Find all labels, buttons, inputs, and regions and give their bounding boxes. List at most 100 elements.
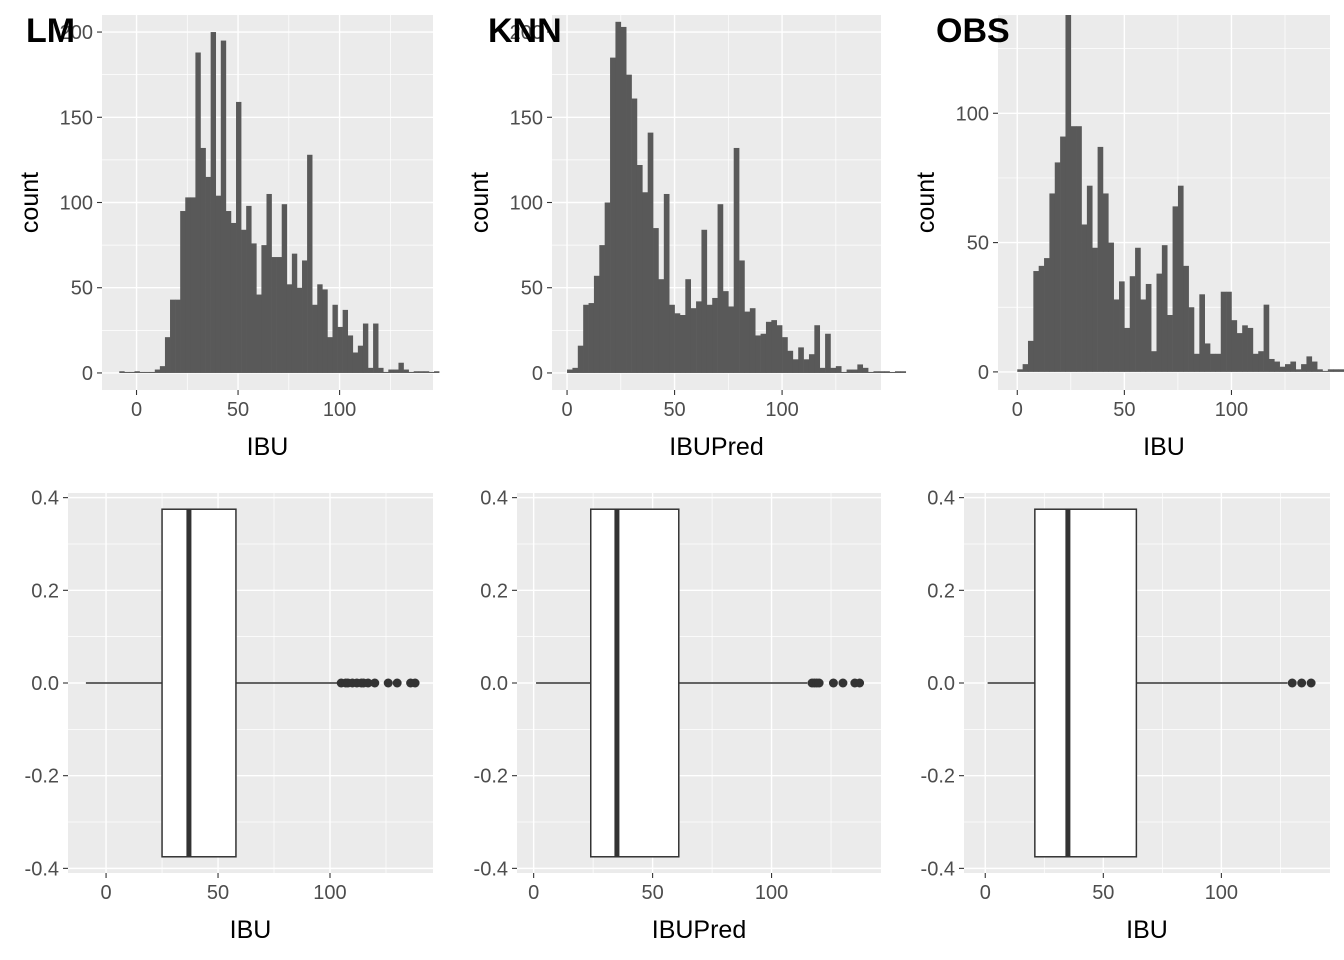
x-tick-label: 100 — [1215, 399, 1248, 421]
histogram-bar — [322, 289, 328, 373]
x-axis-title: IBU — [230, 916, 272, 944]
histogram-bar — [1311, 361, 1318, 372]
histogram-bar — [615, 21, 622, 373]
histogram-bar — [798, 347, 804, 373]
x-tick-label: 100 — [765, 399, 798, 421]
histogram-bar — [696, 301, 702, 373]
histogram-bar — [739, 260, 745, 373]
histogram-bar — [593, 275, 600, 373]
histogram-bar — [787, 350, 794, 373]
y-tick-label: 200 — [60, 22, 93, 44]
histogram-bar — [884, 371, 890, 373]
histogram-bar — [220, 40, 227, 373]
x-tick-label: 50 — [663, 399, 685, 421]
histogram-bar — [164, 337, 171, 373]
histogram-bar — [846, 369, 853, 373]
outlier-point — [1306, 678, 1316, 688]
outlier-point — [814, 678, 824, 688]
histogram-bar — [210, 32, 217, 373]
histogram-bar — [771, 320, 778, 373]
histogram-bar — [1301, 364, 1307, 372]
histogram-bar — [577, 345, 584, 373]
histogram-bar — [830, 367, 837, 373]
y-tick-label: 50 — [71, 278, 93, 300]
histogram-bar — [1172, 206, 1179, 372]
histogram-bar — [261, 245, 267, 373]
histogram-bar — [744, 311, 751, 373]
x-tick-label: 50 — [1092, 882, 1114, 904]
histogram-bar — [388, 369, 394, 373]
histogram-bar — [291, 253, 298, 373]
histogram-bar — [900, 371, 907, 373]
histogram-bar — [159, 366, 166, 373]
histogram-bar — [271, 257, 277, 373]
histogram-bar — [1226, 291, 1232, 372]
histogram-bar — [246, 205, 252, 373]
histogram-bar — [690, 308, 697, 373]
histogram-bar — [706, 304, 713, 373]
histogram-bar — [281, 204, 288, 373]
box — [161, 508, 237, 858]
histogram-bar — [588, 303, 595, 373]
y-tick-label: -0.4 — [474, 858, 508, 880]
histogram-bar — [215, 195, 222, 373]
histogram-bar — [819, 367, 826, 373]
panel-6: 0 50 100 0.4 0.2 0.0 -0.2 -0.4 IBU — [921, 488, 1330, 944]
histogram-bar — [722, 291, 729, 373]
histogram-bar — [1156, 273, 1163, 372]
y-tick-label: 0 — [978, 362, 989, 384]
y-tick-label: 0.2 — [480, 580, 508, 602]
x-tick-label: 100 — [323, 399, 356, 421]
histogram-bar — [1076, 126, 1082, 372]
histogram-bar — [362, 323, 369, 373]
x-tick-label: 50 — [227, 399, 249, 421]
histogram-bar — [251, 243, 257, 373]
histogram-bar — [1124, 327, 1131, 372]
x-tick-label: 100 — [1205, 882, 1238, 904]
y-tick-label: 0 — [532, 363, 543, 385]
histogram-bar — [190, 197, 196, 373]
histogram-bar — [307, 154, 313, 373]
histogram-bar — [1070, 126, 1077, 372]
histogram-bar — [170, 299, 176, 373]
histogram-bar — [835, 366, 842, 373]
panel-4: 0 50 100 0.4 0.2 0.0 -0.2 -0.4 IBU — [25, 488, 433, 944]
histogram-bar — [195, 52, 201, 373]
histogram-bar — [1236, 333, 1243, 372]
y-tick-label: 150 — [60, 107, 93, 129]
histogram-bar — [674, 313, 681, 373]
y-tick-label: 150 — [510, 107, 543, 129]
histogram-bar — [256, 294, 262, 373]
x-tick-label: 50 — [1113, 399, 1135, 421]
x-tick-label: 50 — [641, 882, 663, 904]
histogram-bar — [403, 369, 409, 373]
histogram-bar — [276, 257, 283, 373]
outlier-point — [392, 678, 402, 688]
histogram-bar — [312, 304, 318, 373]
y-tick-label: -0.2 — [921, 766, 955, 788]
histogram-bar — [567, 369, 573, 373]
panel-1: 0 50 100 0 50 100 150 200 count IBU LM — [16, 12, 440, 461]
histogram-bar — [352, 352, 359, 373]
histogram-bar — [1231, 320, 1238, 372]
histogram-bar — [1322, 370, 1329, 372]
y-tick-label: 0.0 — [480, 673, 508, 695]
histogram-bar — [679, 315, 686, 373]
box — [1034, 508, 1138, 858]
histogram-bar — [1017, 369, 1023, 372]
histogram-bar — [889, 371, 896, 373]
histogram-bar — [1086, 185, 1093, 372]
histogram-bar — [1263, 304, 1270, 372]
histogram-bar — [1183, 265, 1189, 372]
histogram-bar — [378, 367, 384, 373]
histogram-bar — [175, 299, 181, 373]
y-tick-label: 100 — [956, 103, 989, 125]
histogram-bar — [408, 371, 415, 373]
histogram-bar — [1215, 353, 1222, 372]
histogram-bar — [647, 132, 654, 373]
outlier-point — [363, 678, 373, 688]
histogram-bar — [760, 333, 767, 373]
histogram-bar — [1268, 358, 1275, 372]
histogram-bar — [1338, 369, 1344, 372]
histogram-bar — [1022, 364, 1029, 372]
